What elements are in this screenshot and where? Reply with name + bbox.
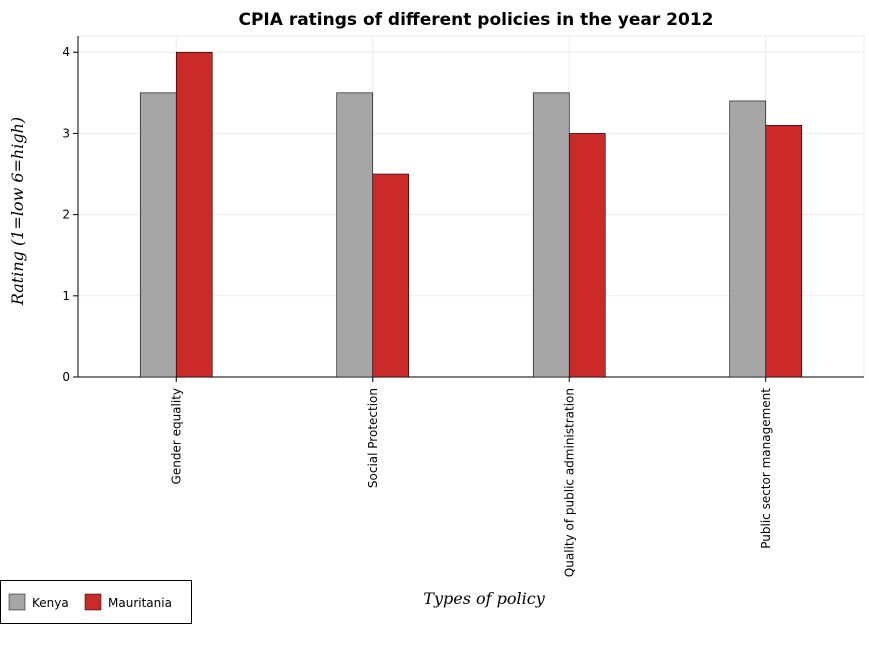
legend-label-kenya: Kenya <box>32 596 69 610</box>
x-axis-label: Types of policy <box>423 589 545 608</box>
x-tick-label: Gender equality <box>169 388 183 484</box>
bar-mauritania-public-sector-management <box>765 125 803 378</box>
y-tick-label: 2 <box>62 208 70 222</box>
bar-mauritania-gender-equality <box>175 51 213 378</box>
legend-swatch-mauritania <box>84 593 102 611</box>
x-tick-label: Public sector management <box>759 388 773 549</box>
y-tick-label: 4 <box>62 45 70 59</box>
chart-title: CPIA ratings of different policies in th… <box>238 10 713 30</box>
bar-kenya-quality-of-public-administration <box>532 92 570 378</box>
x-tick-label: Social Protection <box>366 388 380 488</box>
y-tick-label: 3 <box>62 126 70 140</box>
legend: Kenya Mauritania <box>0 580 192 624</box>
legend-swatch-kenya <box>8 593 26 611</box>
tick-labels: 0 1 2 3 4 Gender equality Social Protection Qua… <box>62 45 772 577</box>
bar-mauritania-quality-of-public-administration <box>568 133 606 378</box>
bars <box>139 51 803 378</box>
bar-mauritania-social-protection <box>372 173 410 378</box>
legend-label-mauritania: Mauritania <box>108 596 172 610</box>
y-tick-label: 1 <box>62 289 70 303</box>
y-axis-label: Rating (1=low 6=high) <box>8 117 27 306</box>
y-tick-label: 0 <box>62 370 70 384</box>
bar-kenya-public-sector-management <box>729 100 767 378</box>
bar-kenya-gender-equality <box>139 92 177 378</box>
bar-kenya-social-protection <box>336 92 374 378</box>
x-tick-label: Quality of public administration <box>562 388 576 577</box>
